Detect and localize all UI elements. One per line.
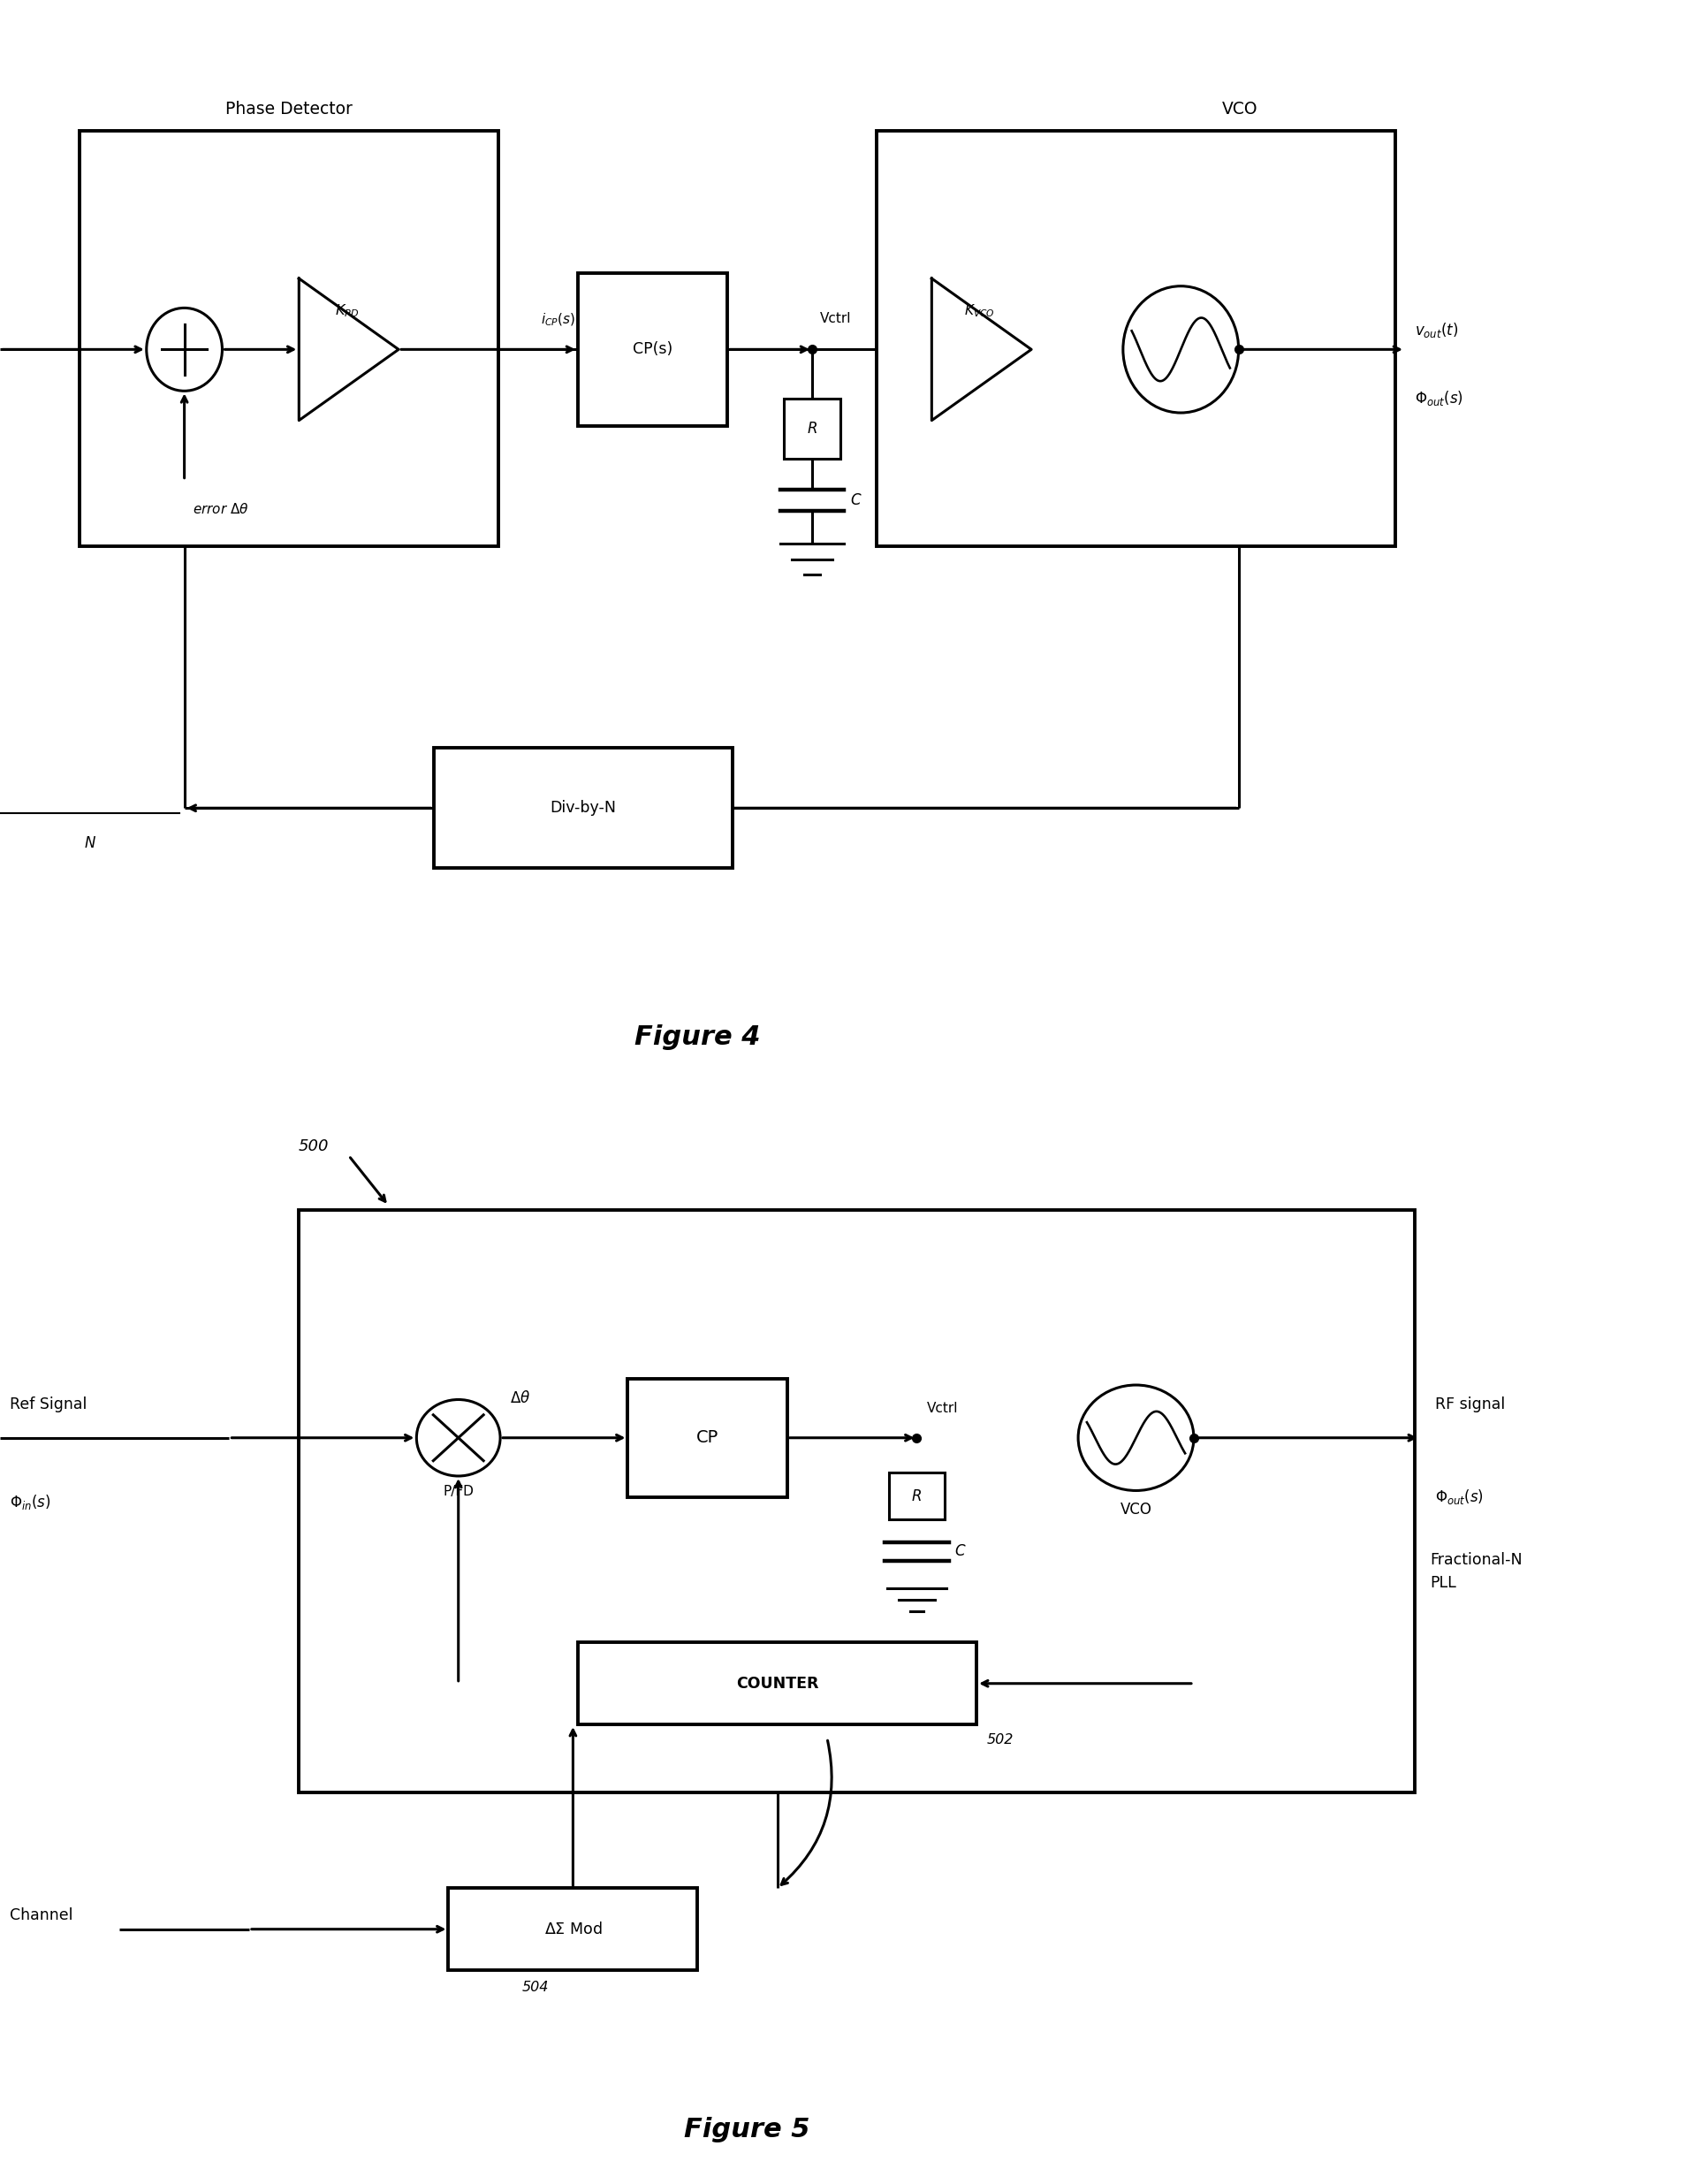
Polygon shape [298,277,398,419]
Text: COUNTER: COUNTER [735,1675,818,1690]
Text: Div-by-N: Div-by-N [551,799,617,817]
Circle shape [417,1400,500,1476]
Text: $v_{out}(t)$: $v_{out}(t)$ [1414,321,1459,339]
Text: RF signal: RF signal [1435,1396,1504,1413]
Text: $\Phi_{out}(s)$: $\Phi_{out}(s)$ [1414,389,1464,408]
Circle shape [1123,286,1238,413]
Text: CP(s): CP(s) [632,341,673,358]
Text: R: R [911,1487,922,1505]
Text: CP: CP [696,1428,718,1446]
Bar [578,1642,976,1725]
Polygon shape [932,277,1032,419]
Text: Vctrl: Vctrl [927,1402,959,1415]
Text: $\Phi_{out}(s)$: $\Phi_{out}(s)$ [1435,1487,1484,1507]
Text: C: C [850,491,861,509]
Bar [628,1378,788,1496]
Text: $\Delta\Sigma$ Mod: $\Delta\Sigma$ Mod [544,1922,601,1937]
Text: Figure 5: Figure 5 [684,2116,810,2143]
Circle shape [146,308,222,391]
Text: 500: 500 [298,1138,329,1155]
Bar [877,131,1396,546]
Bar [434,747,732,869]
Text: Fractional-N
PLL: Fractional-N PLL [1430,1553,1523,1590]
Text: $\Phi_{in}(s)$: $\Phi_{in}(s)$ [10,1492,51,1511]
Bar [449,1889,698,1970]
Text: $i_{CP}(s)$: $i_{CP}(s)$ [540,312,576,328]
Text: $K_{PD}$: $K_{PD}$ [335,301,359,319]
Bar [80,131,498,546]
Bar [784,397,840,459]
Text: $K_{VCO}$: $K_{VCO}$ [964,301,994,319]
Bar [889,1472,945,1520]
Text: Vctrl: Vctrl [820,312,852,325]
Text: C: C [955,1544,966,1559]
Text: error $\Delta\theta$: error $\Delta\theta$ [193,502,249,515]
Text: Ref Signal: Ref Signal [10,1396,86,1413]
Text: P/FD: P/FD [442,1485,474,1498]
Text: R: R [806,422,817,437]
Text: VCO: VCO [1221,100,1257,118]
Bar [298,1210,1414,1793]
Circle shape [1077,1385,1194,1492]
Text: Figure 4: Figure 4 [635,1024,761,1051]
Text: N: N [85,834,95,852]
Text: VCO: VCO [1120,1503,1152,1518]
Bar [578,273,727,426]
Text: 504: 504 [522,1981,549,1994]
Text: Phase Detector: Phase Detector [225,100,352,118]
Text: Channel: Channel [10,1907,73,1924]
Text: $\Delta\theta$: $\Delta\theta$ [510,1389,530,1406]
Text: 502: 502 [986,1734,1013,1747]
